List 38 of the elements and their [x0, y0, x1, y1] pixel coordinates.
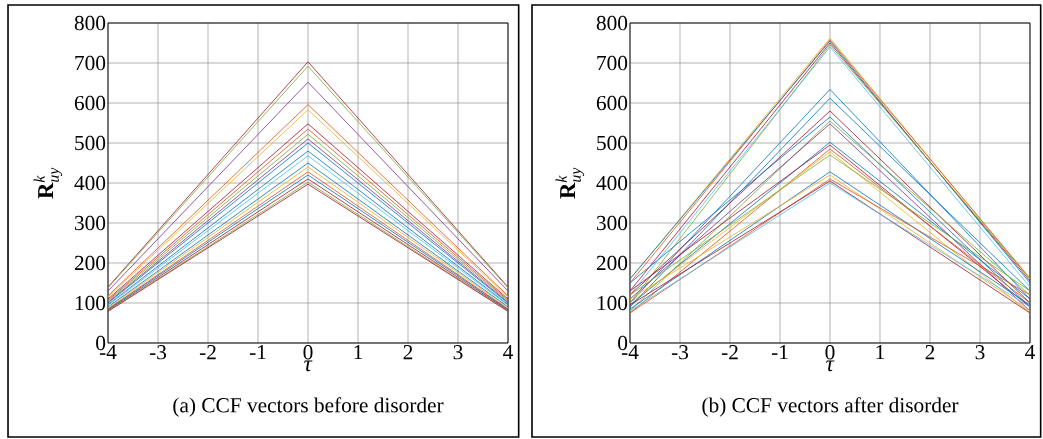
y-axis-title: $\mathbf{R}_{uy}^{k}$: [555, 167, 585, 199]
x-tick-label: -1: [249, 345, 266, 360]
y-tick-label: 100: [75, 295, 106, 311]
y-tick-label: 100: [597, 295, 628, 311]
x-tick-label: 0: [303, 345, 313, 360]
x-tick-label: 2: [403, 345, 413, 360]
y-tick-label: 300: [596, 215, 628, 231]
x-tick-label: 2: [925, 345, 935, 360]
y-tick-label: 500: [597, 135, 628, 151]
x-tick-label: -3: [149, 345, 167, 360]
text: (a) CCF vectors before disorder: [173, 397, 444, 417]
y-tick-label: 400: [74, 175, 106, 191]
y-axis-title: $\mathbf{R}_{uy}^{k}$: [33, 167, 63, 199]
x-tick-label: 1: [354, 345, 363, 360]
x-tick-label: -2: [721, 345, 738, 360]
y-tick-label: 200: [74, 255, 106, 271]
x-tick-label: 3: [453, 345, 463, 360]
x-tick-label: 1: [876, 345, 885, 360]
y-tick-label: 700: [597, 55, 628, 71]
y-tick-label: 800: [74, 15, 106, 31]
x-axis-title: $\tau$: [826, 360, 835, 372]
x-tick-label: 0: [825, 345, 835, 360]
y-tick-label: 500: [75, 135, 106, 151]
x-tick-label: -3: [671, 345, 689, 360]
x-tick-label: 3: [975, 345, 985, 360]
y-tick-label: 400: [596, 175, 628, 191]
y-tick-label: 600: [596, 95, 628, 111]
y-tick-label: 800: [596, 15, 628, 31]
y-tick-label: 200: [596, 255, 628, 271]
x-tick-label: 4: [1025, 345, 1035, 360]
x-axis-title: $\tau$: [304, 360, 313, 372]
y-tick-label: 300: [75, 215, 106, 231]
y-tick-label: 600: [74, 95, 106, 111]
x-tick-label: -2: [199, 345, 216, 360]
text: (b) CCF vectors after disorder: [702, 397, 959, 417]
y-tick-label: 700: [75, 55, 106, 71]
x-tick-label: 4: [503, 345, 513, 360]
x-tick-label: -1: [771, 345, 788, 360]
